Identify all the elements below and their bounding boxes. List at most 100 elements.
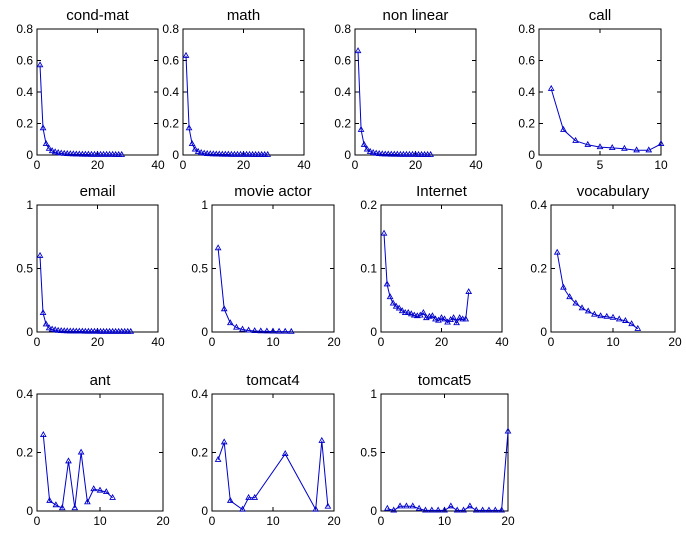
y-tick-label: 0 xyxy=(201,504,208,518)
data-point xyxy=(429,312,436,319)
data-point xyxy=(657,140,665,147)
data-point xyxy=(553,248,561,255)
data-point xyxy=(572,299,580,306)
data-point xyxy=(404,309,412,315)
data-point xyxy=(39,431,47,437)
data-point xyxy=(597,312,604,319)
data-point xyxy=(239,325,246,332)
data-point xyxy=(90,485,98,492)
plot-frame xyxy=(550,204,676,333)
data-point xyxy=(36,61,44,68)
y-tick-label: 0.2 xyxy=(530,262,547,276)
data-point xyxy=(409,502,417,509)
x-tick-label: 20 xyxy=(435,335,449,349)
data-point xyxy=(578,304,586,311)
y-tick-label: 0.4 xyxy=(530,198,547,212)
x-tick-label: 0 xyxy=(209,335,216,349)
data-point xyxy=(220,438,228,445)
y-tick-label: 1 xyxy=(370,387,377,401)
y-tick-label: 0.2 xyxy=(191,446,208,460)
data-point xyxy=(36,251,44,258)
data-point xyxy=(479,506,486,513)
y-tick-label: 0.6 xyxy=(334,54,351,68)
y-tick-label: 0 xyxy=(540,325,547,339)
y-tick-label: 0.4 xyxy=(191,387,208,401)
data-point xyxy=(102,488,110,495)
y-tick-label: 0 xyxy=(172,148,179,162)
plot-frame xyxy=(36,393,164,512)
data-point xyxy=(84,498,91,505)
data-point xyxy=(609,313,617,320)
panel-cond-mat: cond-mat 0 20 40 0 0.2 0.4 0.6 0.8 xyxy=(16,7,165,172)
data-point xyxy=(584,140,592,147)
data-point xyxy=(398,307,406,314)
data-point xyxy=(596,143,604,150)
plot-title: email xyxy=(80,183,116,200)
x-tick-label: 20 xyxy=(327,335,341,349)
data-point xyxy=(51,148,59,155)
data-point xyxy=(58,504,66,511)
data-point xyxy=(57,149,65,156)
data-point xyxy=(39,124,47,131)
data-point xyxy=(45,324,53,331)
data-point xyxy=(281,327,289,334)
data-point xyxy=(491,506,499,513)
x-tick-label: 20 xyxy=(91,158,105,172)
y-tick-label: 0.2 xyxy=(16,117,33,131)
data-point xyxy=(386,293,394,300)
x-tick-label: 0 xyxy=(548,335,555,349)
data-point xyxy=(251,327,259,334)
x-tick-label: 40 xyxy=(151,335,165,349)
data-point xyxy=(389,299,397,306)
data-point xyxy=(42,320,50,327)
y-tick-label: 0.2 xyxy=(360,198,377,212)
x-tick-label: 0 xyxy=(378,335,385,349)
y-tick-label: 0 xyxy=(201,325,208,339)
data-point xyxy=(318,436,326,443)
data-point xyxy=(380,229,388,236)
data-point xyxy=(54,326,62,333)
data-point xyxy=(96,486,104,493)
data-point xyxy=(372,149,380,156)
plot-title: tomcat5 xyxy=(418,372,471,389)
panel-movie-actor: movie actor 0 10 20 0 0.5 1 xyxy=(191,183,341,349)
data-point xyxy=(410,311,418,318)
data-point xyxy=(465,288,473,295)
x-tick-label: 0 xyxy=(34,335,41,349)
y-tick-label: 0.5 xyxy=(191,262,208,276)
data-point xyxy=(226,496,234,503)
data-point xyxy=(419,309,427,315)
data-point xyxy=(182,51,190,58)
plot-frame xyxy=(211,393,335,512)
x-tick-label: 20 xyxy=(237,158,251,172)
data-point xyxy=(197,149,205,156)
data-point xyxy=(603,312,611,319)
y-tick-label: 0.4 xyxy=(334,85,351,99)
data-point xyxy=(264,150,272,157)
data-point xyxy=(485,506,493,513)
data-point xyxy=(428,506,436,513)
y-tick-label: 1 xyxy=(201,198,208,212)
x-tick-label: 20 xyxy=(156,514,170,528)
data-point xyxy=(369,149,377,156)
panel-vocabulary: vocabulary 0 10 20 0 0.2 0.4 xyxy=(530,183,682,349)
plot-frame xyxy=(380,393,509,512)
y-tick-label: 0.6 xyxy=(518,54,535,68)
x-tick-label: 10 xyxy=(654,158,668,172)
y-tick-label: 0 xyxy=(26,325,33,339)
panel-tomcat4: tomcat4 0 10 20 0 0.2 0.4 xyxy=(191,372,341,528)
plot-title: cond-mat xyxy=(66,7,129,24)
data-point xyxy=(357,125,365,132)
data-point xyxy=(427,150,434,157)
data-point xyxy=(460,506,467,513)
data-point xyxy=(188,140,196,147)
data-point xyxy=(634,324,642,331)
data-point xyxy=(366,147,374,154)
data-point xyxy=(233,323,240,330)
series-line xyxy=(217,248,292,333)
panel-ant: ant 0 10 20 0 0.2 0.4 xyxy=(16,372,170,528)
data-point xyxy=(422,506,429,513)
y-tick-label: 0.8 xyxy=(518,22,535,36)
data-point xyxy=(456,314,464,321)
